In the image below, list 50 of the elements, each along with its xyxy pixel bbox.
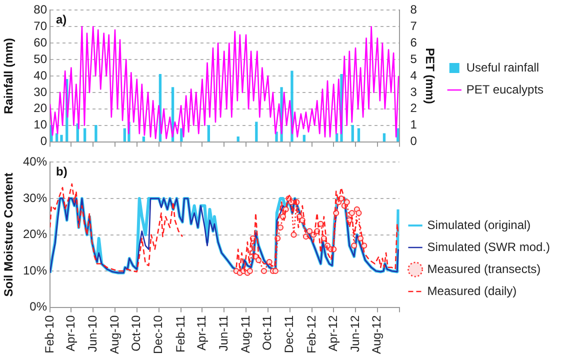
y-tick-label: 70 xyxy=(34,18,48,33)
x-tick-label: Oct-10 xyxy=(129,314,144,352)
legend-label: Useful rainfall xyxy=(466,60,540,74)
x-tick-label: Jun-11 xyxy=(216,314,230,352)
annotation: a) xyxy=(56,12,67,27)
y-tick-label: 80 xyxy=(34,2,48,17)
x-tick-label: Aug-12 xyxy=(370,314,384,354)
y-tick-label: 0% xyxy=(30,300,48,314)
y-tick-label: 10 xyxy=(34,118,48,132)
y2-tick-label: 5 xyxy=(410,52,418,66)
legend-label: Measured (daily) xyxy=(427,284,517,298)
legend-label: Simulated (original) xyxy=(427,218,531,232)
y-tick-label: 20 xyxy=(34,101,48,116)
y-tick-label: 10% xyxy=(22,263,48,278)
y-tick-label: 60 xyxy=(34,35,48,50)
y-tick-label: 40% xyxy=(22,154,48,169)
x-tick-label: Aug-11 xyxy=(238,314,252,354)
y-tick-label: 50 xyxy=(34,52,48,66)
y2-tick-label: 2 xyxy=(410,101,418,116)
y2-axis-title: PET (mm) xyxy=(422,48,437,104)
x-tick-label: Dec-11 xyxy=(282,314,296,354)
y-tick-label: 30 xyxy=(34,84,48,99)
x-tick-label: Jun-10 xyxy=(85,314,100,352)
y2-tick-label: 8 xyxy=(410,2,418,17)
x-tick-label: Jun-12 xyxy=(348,314,362,352)
x-tick-label: Apr-12 xyxy=(326,314,340,352)
y2-tick-label: 0 xyxy=(410,134,418,148)
y2-tick-label: 1 xyxy=(410,118,418,132)
y-axis-title: Soil Moisture Content xyxy=(2,172,16,297)
x-tick-label: Feb-12 xyxy=(304,314,318,354)
legend-label: Measured (transects) xyxy=(427,262,541,276)
legend-label: Simulated (SWR mod.) xyxy=(427,240,550,254)
y-tick-label: 40 xyxy=(34,68,48,82)
annotation: b) xyxy=(56,164,68,179)
y2-tick-label: 7 xyxy=(410,18,418,33)
x-tick-label: Apr-10 xyxy=(63,314,78,352)
x-tick-label: Dec-10 xyxy=(151,314,166,354)
x-tick-label: Feb-11 xyxy=(173,314,188,352)
x-tick-label: Aug-10 xyxy=(107,314,122,354)
y-axis-title: Rainfall (mm) xyxy=(2,38,16,114)
y2-tick-label: 3 xyxy=(410,84,418,99)
y2-tick-label: 6 xyxy=(410,35,418,50)
y-tick-label: 30% xyxy=(22,190,48,205)
y2-tick-label: 4 xyxy=(410,68,418,82)
y-tick-label: 0 xyxy=(40,134,48,148)
legend-label: PET eucalypts xyxy=(466,82,544,96)
x-tick-label: Feb-10 xyxy=(42,314,56,354)
y-tick-label: 20% xyxy=(22,227,48,242)
x-tick-label: Oct-11 xyxy=(260,314,274,350)
x-tick-label: Apr-11 xyxy=(194,314,209,350)
